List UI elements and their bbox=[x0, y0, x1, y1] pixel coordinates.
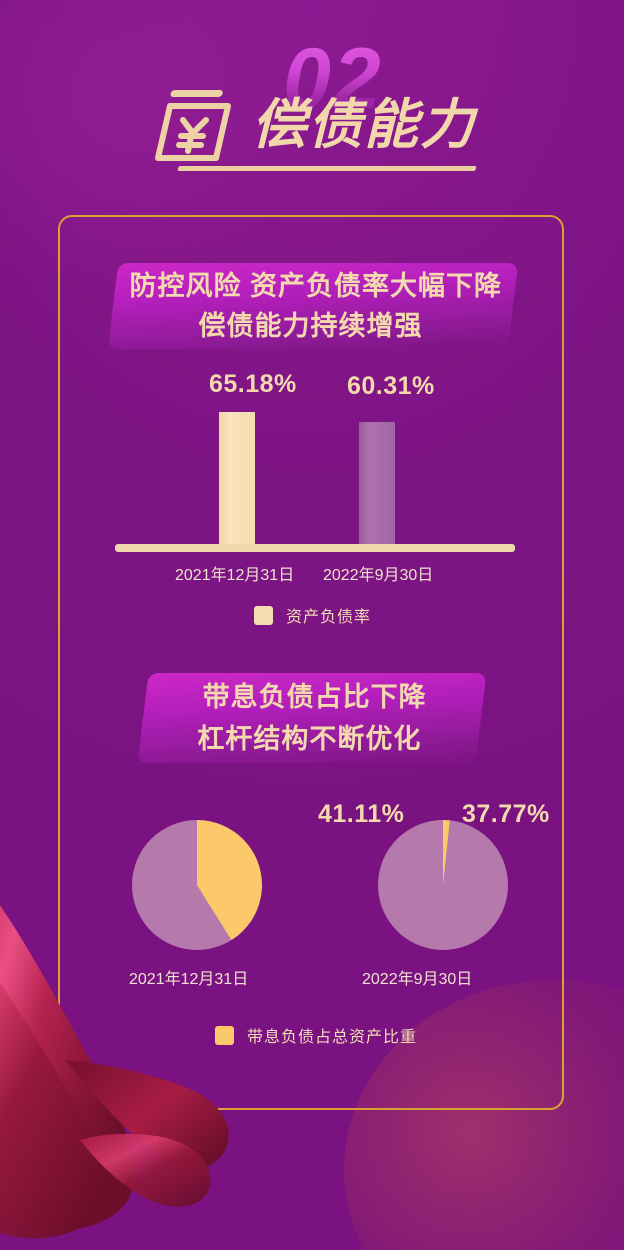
yen-box-icon bbox=[150, 88, 238, 162]
header-title-row: 偿债能力 bbox=[150, 88, 476, 162]
pie-value-label-2: 37.77% bbox=[462, 800, 550, 828]
header: 02 偿债能力 bbox=[0, 0, 624, 200]
pie-axis-label-1: 2021年12月31日 bbox=[129, 971, 249, 988]
section-banner-2: 带息负债占比下降 杠杆结构不断优化 bbox=[137, 673, 487, 763]
bar-axis-label-2: 2022年9月30日 bbox=[323, 567, 434, 584]
section-banner-2-line-2: 杠杆结构不断优化 bbox=[197, 724, 422, 754]
legend-label-2: 带息负债占总资产比重 bbox=[247, 1029, 418, 1046]
bar-axis-label-1: 2021年12月31日 bbox=[175, 567, 295, 584]
legend-swatch-icon-1 bbox=[254, 605, 273, 625]
legend-interest-bearing-debt: 带息负债占总资产比重 bbox=[215, 1023, 417, 1047]
bar-item-2022 bbox=[359, 422, 395, 545]
section-banner-1: 防控风险 资产负债率大幅下降 偿债能力持续增强 bbox=[107, 263, 519, 349]
section-number-watermark: 02 bbox=[283, 31, 383, 127]
bar-chart-baseline bbox=[115, 544, 515, 552]
pie-axis-label-2: 2022年9月30日 bbox=[362, 971, 473, 988]
section-banner-2-line-1: 带息负债占比下降 bbox=[202, 682, 427, 712]
title-underline bbox=[177, 166, 477, 171]
pie-chart-group: 41.11% 37.77% 2021年12月31日 2022年9月30日 bbox=[110, 800, 549, 990]
legend-asset-liability-ratio: 资产负债率 bbox=[254, 603, 371, 627]
bar-value-label-1: 65.18% bbox=[209, 370, 297, 398]
section-banner-1-line-2: 偿债能力持续增强 bbox=[198, 311, 423, 341]
pie-value-label-1: 41.11% bbox=[318, 800, 405, 828]
pie-chart-2021 bbox=[132, 820, 262, 950]
pie-chart-2022 bbox=[378, 820, 508, 950]
content-frame bbox=[58, 215, 564, 1110]
pie-slice-group-2 bbox=[378, 820, 508, 950]
pie-slice-group-1 bbox=[132, 820, 262, 950]
bar-value-label-2: 60.31% bbox=[347, 372, 435, 400]
page-title: 偿债能力 bbox=[252, 95, 476, 155]
legend-swatch-icon-2 bbox=[215, 1025, 234, 1045]
bar-chart: 65.18% 60.31% 2021年12月31日 2022年9月30日 bbox=[110, 370, 520, 585]
bar-item-2021 bbox=[219, 412, 255, 545]
legend-label-1: 资产负债率 bbox=[286, 609, 372, 626]
section-banner-1-line-1: 防控风险 资产负债率大幅下降 bbox=[129, 271, 502, 301]
